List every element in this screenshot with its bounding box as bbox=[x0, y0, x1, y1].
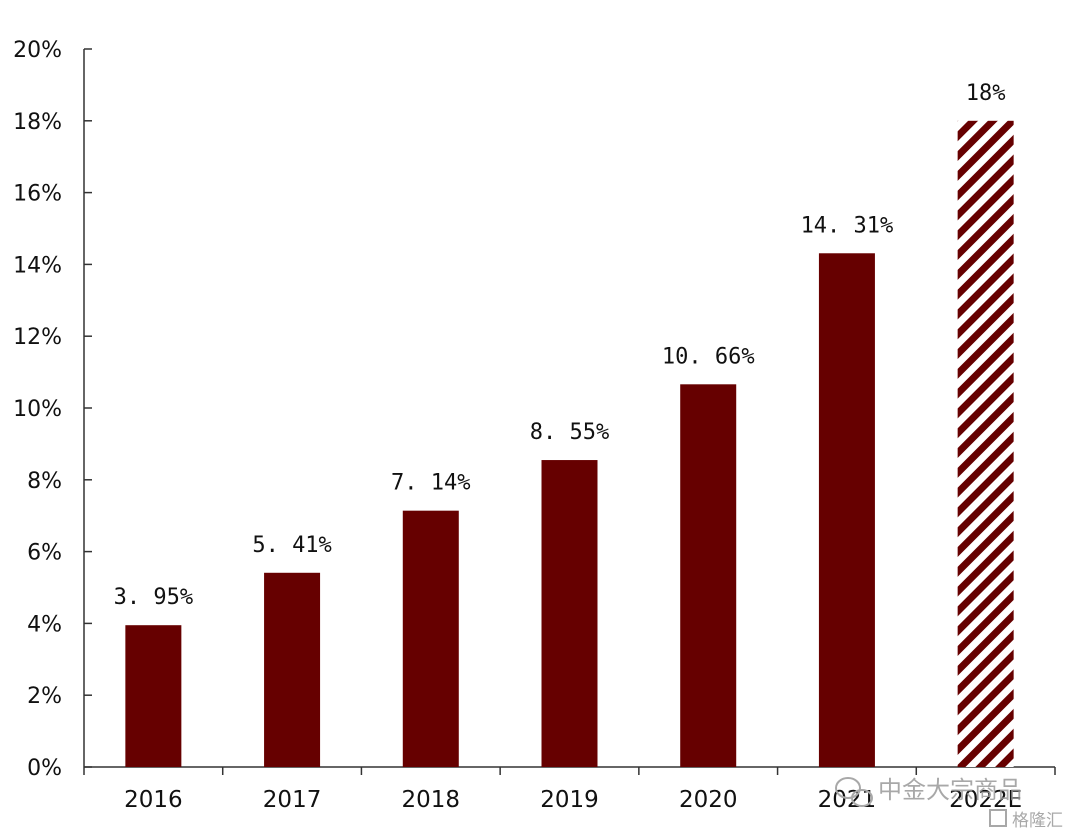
data-label: 5. 41% bbox=[252, 533, 331, 558]
watermark-text: 中金大宗商品 bbox=[878, 776, 1022, 804]
bar bbox=[402, 510, 459, 767]
bar bbox=[125, 625, 182, 767]
x-category-label: 2020 bbox=[679, 787, 738, 813]
data-label: 7. 14% bbox=[391, 471, 470, 496]
bar bbox=[818, 253, 875, 767]
y-tick-label: 18% bbox=[13, 110, 62, 135]
bar bbox=[541, 460, 598, 767]
y-tick-label: 4% bbox=[27, 612, 62, 637]
axes: 0% 2% 4% 6% 8% 10% 12% 14% 16% 18% 20% 2016 2017 2018… bbox=[13, 38, 1056, 813]
watermark-sub-text: 格隆汇 bbox=[1012, 811, 1063, 831]
data-label: 8. 55% bbox=[530, 420, 609, 445]
data-label: 14. 31% bbox=[801, 213, 894, 238]
watermark: 中金大宗商品 格隆汇 bbox=[835, 776, 1063, 831]
bar-estimate bbox=[957, 120, 1014, 768]
y-tick-label: 12% bbox=[13, 325, 62, 350]
y-tick-label: 2% bbox=[27, 684, 62, 709]
y-tick-label: 10% bbox=[13, 397, 62, 422]
x-category-label: 2016 bbox=[124, 787, 183, 813]
y-tick-label: 6% bbox=[27, 541, 62, 566]
y-tick-label: 0% bbox=[27, 756, 62, 781]
data-label: 18% bbox=[966, 81, 1006, 106]
bar bbox=[680, 384, 737, 767]
data-label: 3. 95% bbox=[114, 585, 193, 610]
x-category-label: 2019 bbox=[540, 787, 599, 813]
data-labels: 3. 95% 5. 41% 7. 14% 8. 55% 10. 66% 14. 31% 18… bbox=[114, 81, 1006, 610]
y-tick-label: 20% bbox=[13, 38, 62, 63]
y-tick-label: 16% bbox=[13, 182, 62, 207]
data-label: 10. 66% bbox=[662, 344, 755, 369]
y-tick-label: 8% bbox=[27, 469, 62, 494]
y-tick-label: 14% bbox=[13, 253, 62, 278]
x-category-label: 2017 bbox=[263, 787, 322, 813]
bars bbox=[125, 120, 1014, 768]
wechat-icon bbox=[835, 777, 873, 807]
watermark-logo-icon bbox=[989, 809, 1007, 827]
x-category-label: 2022E bbox=[949, 787, 1022, 813]
bar bbox=[264, 572, 321, 767]
x-category-label: 2018 bbox=[402, 787, 461, 813]
